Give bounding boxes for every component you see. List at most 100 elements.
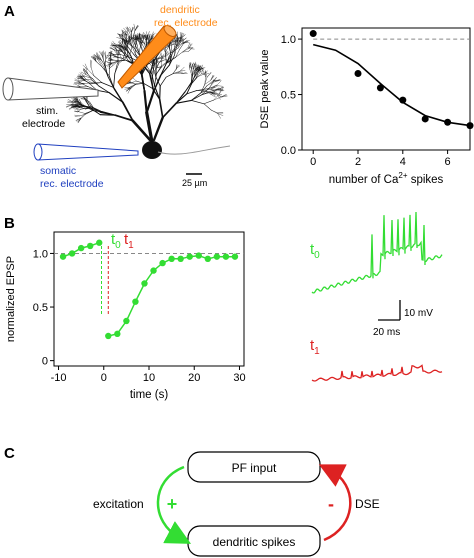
dendrite-branch (83, 79, 90, 84)
pf-input-label: PF input (232, 461, 277, 475)
panel-label-a: A (4, 3, 15, 20)
dendrite-branch (180, 70, 186, 72)
dendrite-branch (153, 68, 156, 77)
dendrite-branch (176, 41, 178, 48)
dendrite-branch (149, 34, 151, 39)
dendrite-branch (145, 67, 153, 75)
dendrite-branch (92, 78, 100, 87)
epsp-data-point (132, 298, 139, 305)
dendrite-branch (80, 98, 86, 100)
dendrite-branch (67, 100, 74, 103)
dendrite-branch (172, 68, 177, 74)
soma (142, 141, 162, 159)
dendrite-branch (126, 42, 135, 49)
epsp-data-point (150, 267, 157, 274)
dendrite-branch (114, 63, 118, 74)
dendrite-branch (138, 41, 143, 43)
dendrite-branch (79, 72, 85, 77)
dendritic-label-line2: rec. electrode (154, 17, 218, 29)
dendrite-branch (151, 65, 155, 75)
dendrite-branch (85, 79, 93, 84)
dendrite-branch (120, 54, 131, 58)
dendrite-branch (71, 98, 77, 101)
dendrite-branch (127, 45, 134, 54)
dendrite-branch (109, 47, 116, 51)
time-scale-label: 20 ms (373, 327, 400, 338)
dendrite-branch (204, 76, 208, 85)
dendrite-branch (118, 34, 124, 38)
dse-data-point (376, 84, 384, 92)
dendrite-branch (131, 26, 135, 33)
dendrite-branch (85, 67, 88, 74)
dendrite-branch (153, 59, 155, 66)
dendrite-branch (78, 99, 82, 104)
dendrite-branch (138, 38, 140, 45)
dendrite-branch (143, 90, 148, 114)
epsp-plot-frame (53, 231, 245, 367)
dendrite-branch (132, 30, 136, 39)
dendrite-branch (166, 52, 170, 57)
dendrite-branch (143, 36, 148, 40)
dendrite-branch (108, 62, 113, 67)
dendrite-branch (102, 50, 104, 58)
dendrite-branch (142, 35, 146, 40)
dendrite-branch (129, 86, 133, 91)
dendrite-branch (129, 31, 133, 40)
dendrite-branch (169, 39, 175, 45)
dendrite-branch (119, 35, 124, 41)
dendrite-branch (206, 81, 214, 86)
dendrite-branch (145, 90, 155, 114)
epsp-data-point (159, 259, 166, 267)
t1-voltage-trace (311, 364, 443, 382)
dendrite-branch (80, 113, 86, 119)
dendrite-branch (116, 37, 122, 40)
epsp-x-tick-label: -10 (51, 372, 67, 384)
dendrite-branch (134, 33, 138, 39)
dendrite-branch (210, 89, 219, 92)
dendrite-branch (79, 114, 86, 117)
dendrite-branch (135, 34, 139, 39)
dendrite-branch (217, 112, 224, 114)
dendrite-branch (84, 79, 92, 81)
dendrite-branch (201, 68, 203, 74)
dendrite-branch (90, 107, 102, 113)
dendrite-branch (216, 80, 222, 86)
epsp-data-point (77, 244, 85, 252)
dendrite-branch (114, 114, 134, 122)
dendrite-branch (191, 63, 194, 70)
dendrite-branch (189, 62, 192, 69)
dendrite-branch (75, 108, 80, 112)
dendrite-branch (74, 83, 81, 87)
dendrite-branch (122, 31, 128, 35)
dendrite-branch (131, 46, 136, 55)
dendrite-branch (109, 57, 111, 66)
dse-peak-chart: 0 2 4 6 0.0 0.5 1.0 DSE peak value number of Ca2… (259, 27, 474, 186)
dendrite-branch (76, 105, 84, 107)
dendrite-branch (97, 59, 103, 68)
dendrite-branch (96, 54, 102, 60)
dendrite-branch (97, 52, 100, 60)
epsp-y-tick-label: 0 (42, 356, 48, 368)
dendrite-branch (148, 34, 150, 40)
dendrite-branch (77, 77, 84, 80)
somatic-label-line2: rec. electrode (40, 178, 104, 190)
dendrite-branch (179, 43, 184, 50)
dendrite-branch (115, 47, 118, 55)
dendrite-branch (193, 68, 195, 76)
dendrite-branch (86, 99, 92, 107)
dendrite-branch (103, 58, 107, 68)
epsp-x-tick-label: 20 (188, 372, 200, 384)
epsp-data-point (204, 255, 212, 262)
dendrite-branch (156, 62, 160, 69)
dendrite-branch (169, 40, 176, 45)
dendrite-branch (112, 40, 117, 47)
dendrite-branch (193, 63, 196, 70)
dse-y-tick-label: 0.0 (281, 145, 296, 157)
dendrite-branch (111, 46, 117, 50)
dendrite-branch (105, 52, 110, 59)
dendrite-branch (87, 73, 93, 79)
dendrite-branch (186, 90, 198, 95)
dendrite-branch (161, 61, 168, 67)
